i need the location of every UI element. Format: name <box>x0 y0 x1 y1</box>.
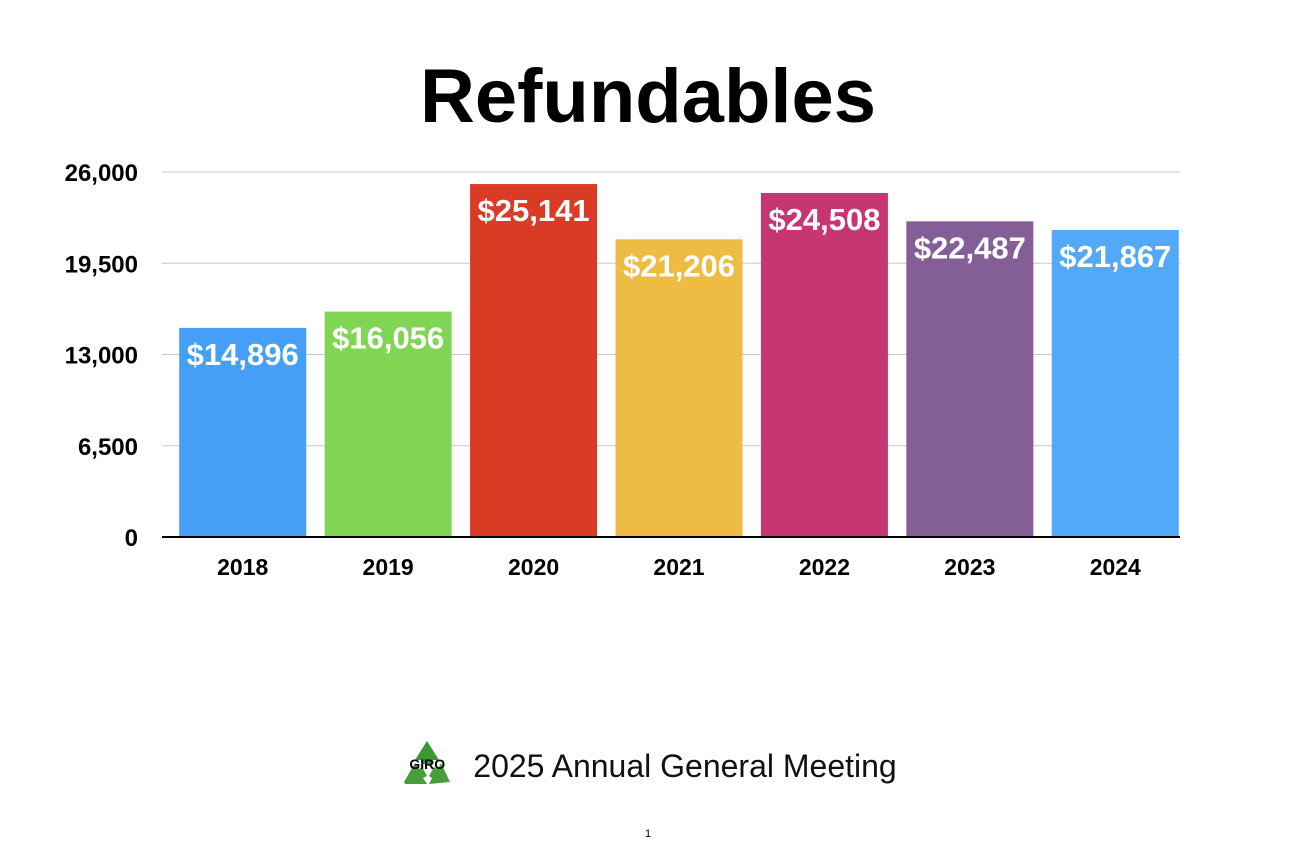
data-label: $22,487 <box>914 230 1026 265</box>
x-tick-label: 2020 <box>508 554 559 580</box>
giro-logo: GIRO <box>399 738 455 794</box>
data-label: $24,508 <box>768 202 880 237</box>
x-tick-label: 2021 <box>653 554 704 580</box>
y-tick-label: 19,500 <box>65 251 138 278</box>
data-label: $25,141 <box>478 193 590 228</box>
x-tick-label: 2019 <box>363 554 414 580</box>
data-label: $16,056 <box>332 321 444 356</box>
meeting-caption: 2025 Annual General Meeting <box>473 747 897 784</box>
logo-text: GIRO <box>409 756 446 772</box>
x-tick-label: 2023 <box>944 554 995 580</box>
bar <box>906 221 1034 537</box>
x-tick-label: 2024 <box>1090 554 1141 580</box>
x-tick-label: 2022 <box>799 554 850 580</box>
y-tick-label: 0 <box>125 525 138 552</box>
bar <box>324 311 452 537</box>
recycle-icon <box>404 741 451 784</box>
page-number: 1 <box>644 828 652 840</box>
data-label: $21,867 <box>1059 239 1171 274</box>
chart-title: Refundables <box>419 54 877 139</box>
footer: GIRO 2025 Annual General Meeting <box>0 738 1296 794</box>
bar <box>760 192 888 538</box>
bar <box>470 184 598 538</box>
bar-chart: 0 6,500 13,000 19,500 26,000 $14,896 2018 $16,0… <box>65 160 1180 580</box>
y-tick-label: 13,000 <box>65 343 138 370</box>
x-tick-label: 2018 <box>217 554 268 580</box>
bar <box>179 327 307 537</box>
bar <box>615 239 743 537</box>
y-tick-label: 6,500 <box>78 434 138 461</box>
y-tick-label: 26,000 <box>65 160 138 187</box>
data-label: $14,896 <box>187 337 299 372</box>
bar <box>1051 230 1179 537</box>
data-label: $21,206 <box>623 248 735 283</box>
